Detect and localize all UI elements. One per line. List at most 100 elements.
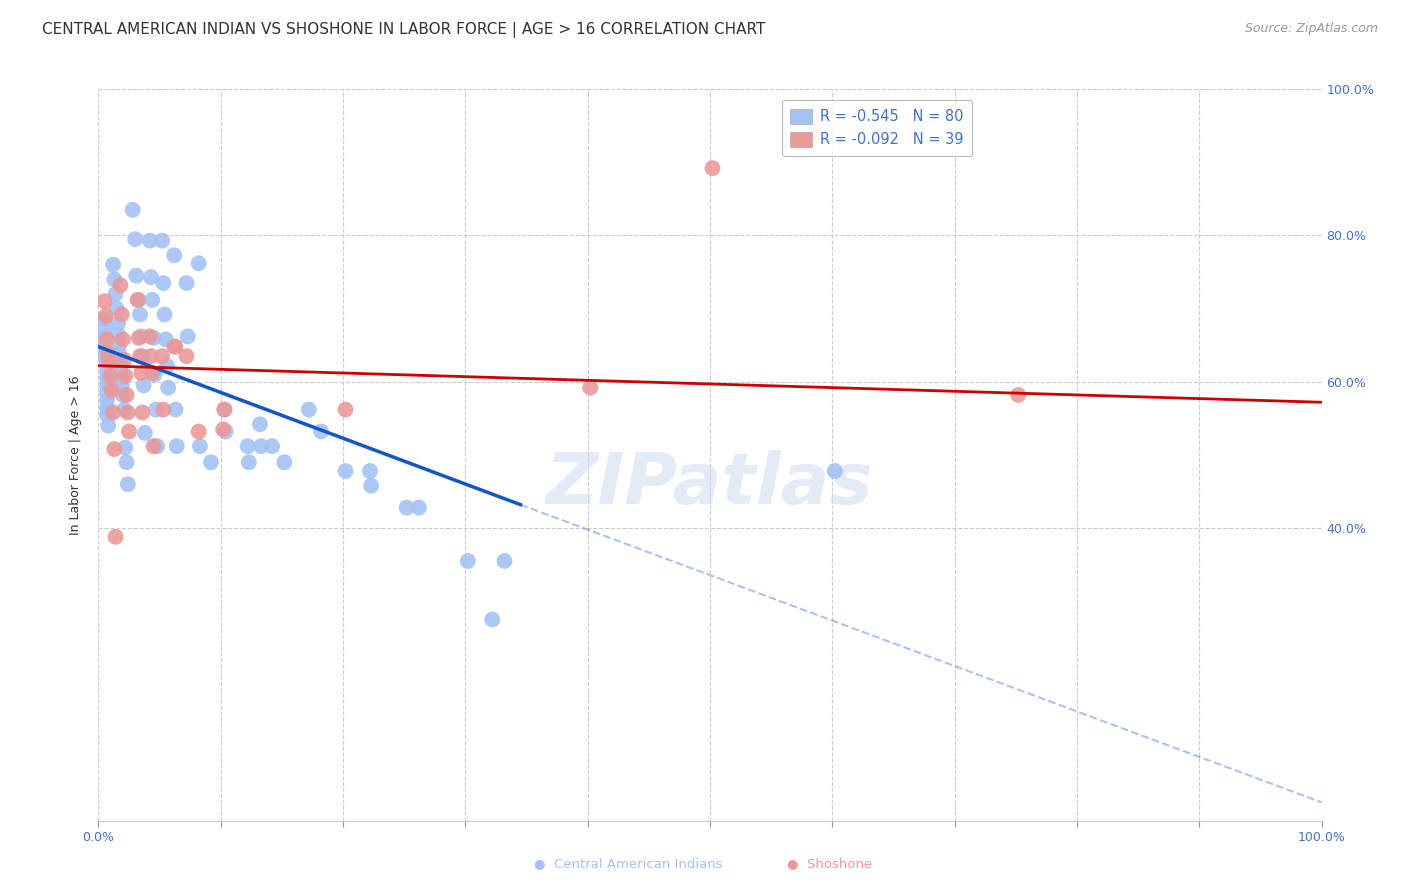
- Point: [96, 393, 118, 408]
- Point: [156, 359, 179, 373]
- Point: [103, 272, 125, 286]
- Legend: R = -0.545   N = 80, R = -0.092   N = 39: R = -0.545 N = 80, R = -0.092 N = 39: [782, 100, 972, 156]
- Point: [143, 368, 166, 382]
- Point: [110, 364, 132, 378]
- Point: [145, 402, 167, 417]
- Point: [153, 308, 176, 322]
- Point: [335, 464, 357, 478]
- Point: [129, 308, 152, 322]
- Point: [111, 308, 134, 322]
- Point: [103, 442, 125, 456]
- Point: [579, 381, 602, 395]
- Point: [111, 371, 134, 385]
- Point: [214, 425, 236, 439]
- Point: [139, 234, 162, 248]
- Point: [96, 356, 118, 371]
- Point: [146, 439, 169, 453]
- Point: [262, 439, 284, 453]
- Text: CENTRAL AMERICAN INDIAN VS SHOSHONE IN LABOR FORCE | AGE > 16 CORRELATION CHART: CENTRAL AMERICAN INDIAN VS SHOSHONE IN L…: [42, 22, 765, 38]
- Point: [96, 385, 118, 400]
- Point: [250, 439, 273, 453]
- Point: [110, 278, 132, 293]
- Point: [121, 202, 143, 217]
- Text: Source: ZipAtlas.com: Source: ZipAtlas.com: [1244, 22, 1378, 36]
- Point: [141, 366, 163, 380]
- Text: ZIPatlas: ZIPatlas: [547, 450, 873, 518]
- Point: [93, 294, 115, 309]
- Point: [176, 276, 198, 290]
- Text: ●  Central American Indians: ● Central American Indians: [534, 856, 723, 870]
- Point: [94, 309, 117, 323]
- Point: [824, 464, 846, 478]
- Point: [273, 455, 295, 469]
- Point: [152, 276, 174, 290]
- Point: [108, 338, 131, 352]
- Point: [118, 425, 141, 439]
- Point: [96, 408, 118, 422]
- Point: [96, 378, 118, 392]
- Point: [127, 293, 149, 307]
- Point: [214, 402, 236, 417]
- Point: [142, 439, 165, 453]
- Point: [128, 293, 150, 307]
- Point: [298, 402, 321, 417]
- Point: [117, 477, 139, 491]
- Point: [142, 331, 165, 345]
- Point: [200, 455, 222, 469]
- Point: [124, 232, 146, 246]
- Point: [111, 378, 134, 392]
- Point: [107, 316, 129, 330]
- Point: [96, 364, 118, 378]
- Point: [117, 405, 139, 419]
- Point: [481, 613, 503, 627]
- Point: [457, 554, 479, 568]
- Point: [93, 342, 115, 356]
- Point: [101, 258, 124, 272]
- Point: [125, 268, 148, 283]
- Point: [152, 402, 174, 417]
- Point: [1007, 388, 1029, 402]
- Point: [131, 405, 153, 419]
- Point: [212, 422, 235, 436]
- Point: [139, 349, 162, 363]
- Y-axis label: In Labor Force | Age > 16: In Labor Force | Age > 16: [69, 376, 83, 534]
- Point: [150, 349, 173, 363]
- Point: [108, 347, 131, 361]
- Point: [165, 340, 187, 354]
- Point: [128, 331, 150, 345]
- Point: [157, 381, 180, 395]
- Point: [115, 455, 138, 469]
- Point: [139, 329, 162, 343]
- Point: [104, 530, 127, 544]
- Point: [155, 332, 177, 346]
- Point: [129, 349, 152, 363]
- Point: [107, 327, 129, 342]
- Point: [163, 340, 186, 354]
- Point: [166, 439, 188, 453]
- Point: [177, 329, 200, 343]
- Point: [188, 439, 211, 453]
- Point: [115, 388, 138, 402]
- Point: [104, 287, 127, 301]
- Point: [335, 402, 357, 417]
- Point: [96, 401, 118, 415]
- Point: [96, 371, 118, 385]
- Point: [93, 312, 115, 326]
- Point: [101, 384, 124, 398]
- Point: [134, 425, 156, 440]
- Point: [98, 354, 121, 368]
- Point: [110, 356, 132, 370]
- Point: [359, 464, 381, 478]
- Point: [238, 455, 260, 469]
- Point: [249, 417, 271, 432]
- Point: [494, 554, 516, 568]
- Point: [408, 500, 430, 515]
- Point: [150, 234, 173, 248]
- Point: [309, 425, 332, 439]
- Point: [93, 349, 115, 363]
- Point: [101, 405, 124, 419]
- Point: [97, 418, 120, 433]
- Point: [141, 293, 163, 307]
- Point: [114, 368, 136, 383]
- Point: [187, 425, 209, 439]
